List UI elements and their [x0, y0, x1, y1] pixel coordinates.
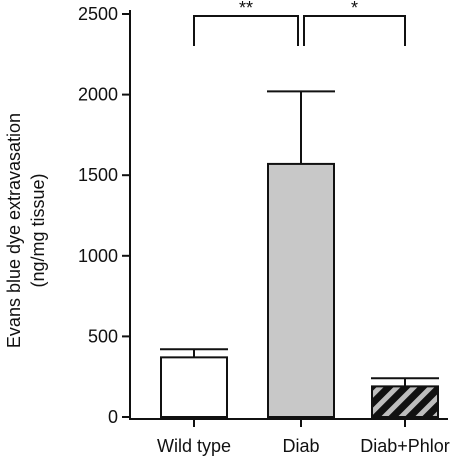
significance-label: **	[239, 0, 253, 18]
x-labels: Wild type Diab Diab+Phlor	[157, 419, 450, 456]
y-axis-title: Evans blue dye extravasation (ng/mg tissu…	[4, 113, 48, 348]
x-category-label: Wild type	[157, 436, 231, 456]
x-category-label: Diab	[282, 436, 319, 456]
x-category-label: Diab+Phlor	[360, 436, 450, 456]
y-ticks: 0 500 1000 1500 2000 2500	[78, 4, 130, 427]
y-axis-title-line: (ng/mg tissue)	[28, 173, 48, 287]
significance-label: *	[351, 0, 358, 18]
significance-brackets: ** *	[194, 0, 405, 46]
bar-3	[372, 386, 438, 417]
y-axis-title-line: Evans blue dye extravasation	[4, 113, 24, 348]
bar-2	[268, 164, 334, 417]
y-tick-label: 500	[88, 326, 118, 346]
bar-1	[161, 357, 227, 417]
y-tick-label: 2000	[78, 85, 118, 105]
y-tick-label: 2500	[78, 4, 118, 24]
y-tick-label: 0	[108, 407, 118, 427]
y-tick-label: 1000	[78, 246, 118, 266]
significance-bracket-1	[194, 16, 298, 46]
significance-bracket-2	[304, 16, 405, 46]
y-tick-label: 1500	[78, 165, 118, 185]
